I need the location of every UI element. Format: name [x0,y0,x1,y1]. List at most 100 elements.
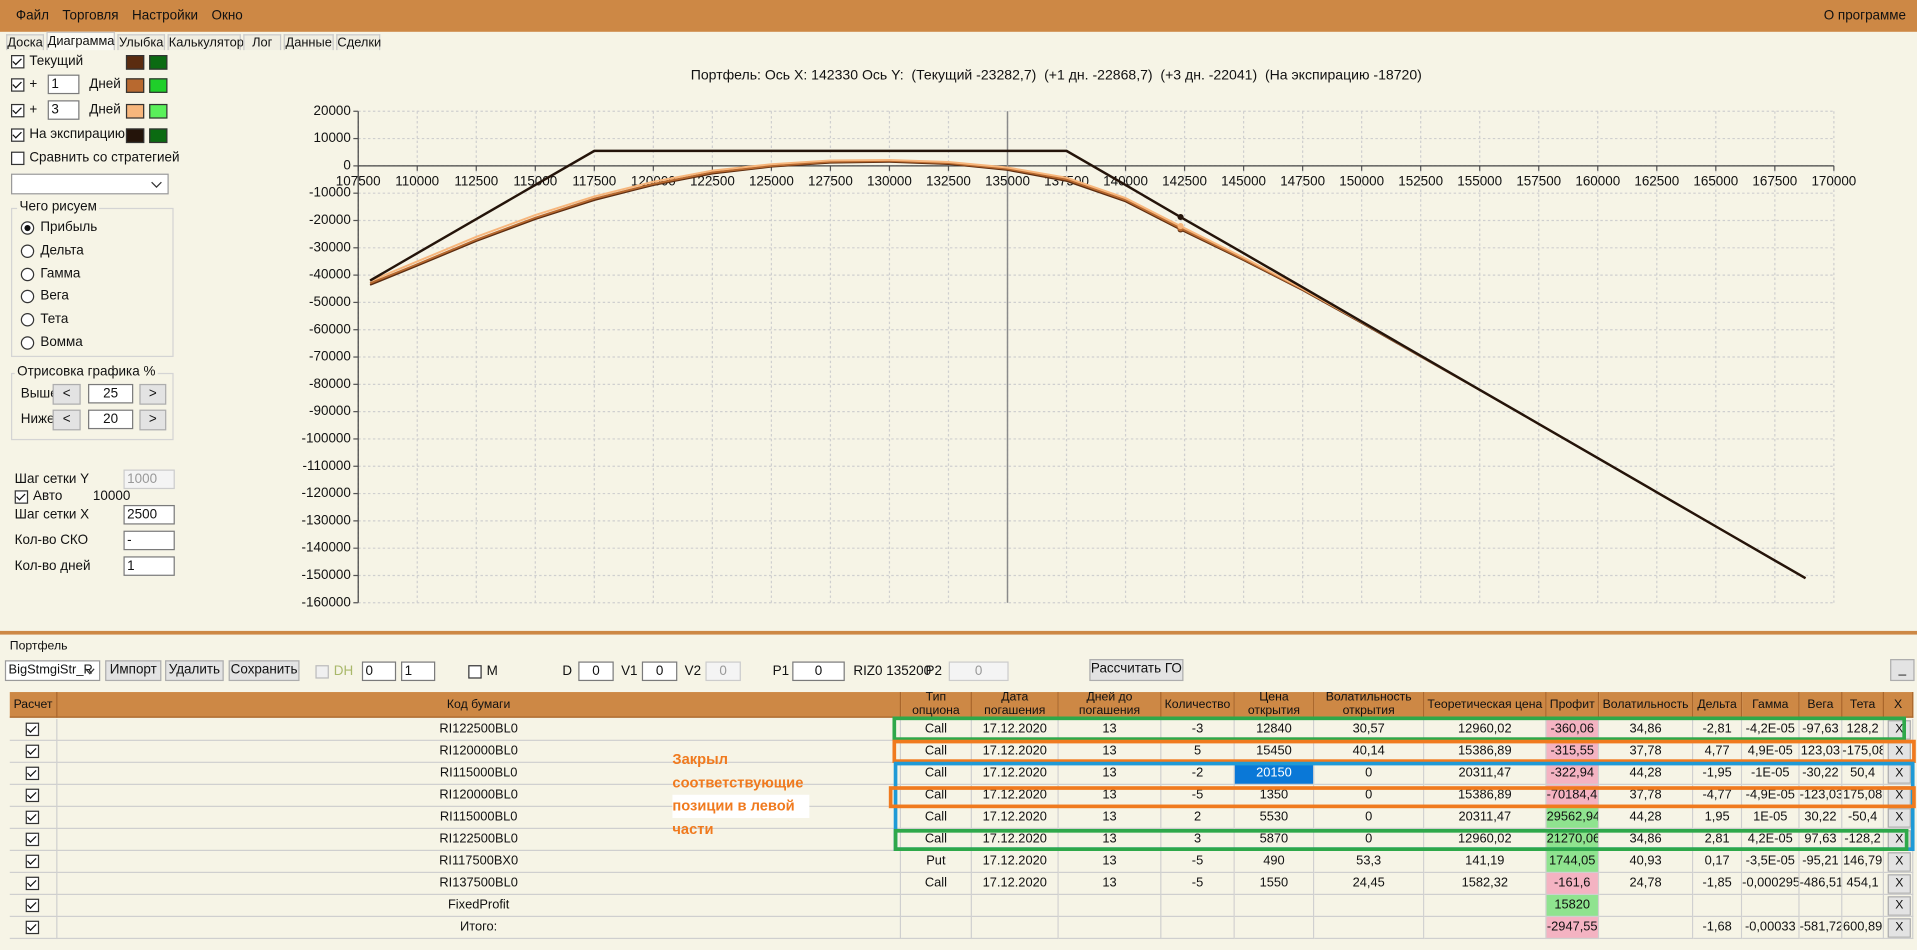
table-cell [1742,895,1800,918]
checkbox[interactable] [25,722,40,737]
days-input[interactable]: 1 [47,74,80,95]
color-swatch[interactable] [125,128,145,144]
checkbox[interactable] [25,920,40,935]
increment-button[interactable]: > [139,409,167,431]
label: Вомма [40,335,83,350]
increment-button[interactable]: > [139,383,167,405]
menu-about[interactable]: О программе [1823,8,1907,24]
y-tick-label: -50000 [309,294,351,309]
sko-input[interactable]: - [123,530,175,551]
table-cell [1693,895,1743,918]
checkbox[interactable] [25,832,40,847]
y-tick-label: -110000 [303,458,351,473]
p2-input[interactable]: 0 [948,661,1009,682]
table-cell: X [1883,850,1914,874]
remove-button[interactable]: X [1887,874,1911,894]
radio[interactable] [20,267,35,282]
tab[interactable]: Сделки [336,34,382,51]
checkbox[interactable] [11,78,25,92]
range-input[interactable]: 25 [88,383,134,404]
save-button[interactable]: Сохранить [228,660,300,682]
color-swatch[interactable] [149,128,168,144]
checkbox[interactable] [468,665,482,679]
table-cell: -1,68 [1693,917,1743,940]
color-swatch[interactable] [149,78,168,93]
annotation-line: Закрыл [672,750,728,768]
checkbox[interactable] [11,128,25,142]
table-cell: 17.12.2020 [971,873,1059,896]
days-count-input[interactable]: 1 [123,556,175,576]
remove-button[interactable]: X [1887,808,1911,828]
spin-input[interactable]: 1 [401,661,436,682]
checkbox[interactable] [25,744,40,759]
tab[interactable]: Доска [6,34,45,51]
table-cell: -5 [1161,873,1235,896]
remove-button[interactable]: X [1887,918,1911,938]
table-cell: -1,95 [1693,762,1743,785]
checkbox[interactable] [11,151,25,166]
p1-input[interactable]: 0 [792,661,845,682]
remove-button[interactable]: X [1887,896,1911,916]
strategy-dropdown[interactable] [11,173,169,195]
color-swatch[interactable] [125,55,145,70]
menu-item[interactable]: Файл [15,8,49,24]
d-input[interactable]: 0 [578,661,614,682]
table-cell: 17.12.2020 [971,784,1059,807]
label: Вега [40,288,69,304]
color-swatch[interactable] [125,103,145,119]
checkbox[interactable] [25,898,40,913]
tab[interactable]: Лог [243,34,282,51]
minimize-button[interactable]: _ [1890,659,1915,682]
checkbox[interactable] [14,490,29,504]
menu-item[interactable]: Торговля [62,8,119,24]
days-input[interactable]: 3 [47,100,80,120]
checkbox[interactable] [25,766,40,781]
series-line [369,160,1806,580]
radio[interactable] [20,221,35,235]
import-button[interactable]: Импорт [105,660,162,682]
remove-button[interactable]: X [1887,852,1911,872]
color-swatch[interactable] [149,103,168,119]
checkbox[interactable] [25,810,40,825]
checkbox[interactable] [11,55,25,69]
series-line [369,159,1806,580]
decrement-button[interactable]: < [52,383,81,405]
y-tick-label: -100000 [302,430,351,445]
tab[interactable]: Данные [283,34,334,51]
x-step-input[interactable]: 2500 [123,504,175,525]
color-swatch[interactable] [149,55,168,70]
strategy-select[interactable]: BigStmgiStr_R [4,660,101,682]
menu-item[interactable]: Окно [211,8,243,24]
table-cell [901,917,972,940]
checkbox[interactable] [25,854,40,869]
tab[interactable]: Улыбка [117,34,166,51]
y-step-input[interactable]: 1000 [123,469,175,490]
color-swatch[interactable] [125,78,145,93]
v1-input[interactable]: 0 [641,661,678,682]
tab[interactable]: Диаграмма [46,31,115,51]
highlight-frame [892,716,1907,741]
decrement-button[interactable]: < [52,409,81,431]
menu-item[interactable]: Настройки [132,8,198,24]
delete-button[interactable]: Удалить [165,660,224,682]
calc-go-button[interactable]: Рассчитать ГО [1089,659,1184,682]
y-tick-label: 20000 [314,103,351,118]
table-cell [9,718,58,741]
checkbox[interactable] [315,665,329,679]
checkbox[interactable] [25,876,40,891]
checkbox[interactable] [25,788,40,803]
spin-input[interactable]: 0 [361,661,397,682]
tab[interactable]: Калькулятор [167,34,244,51]
x-tick-label: 132500 [926,173,971,188]
radio[interactable] [20,336,35,350]
label: Кол-во дней [14,558,91,574]
radio[interactable] [20,289,35,304]
y-tick-label: -70000 [309,349,351,364]
radio[interactable] [20,313,35,327]
radio[interactable] [20,244,35,258]
table-cell: 13 [1058,762,1162,785]
range-input[interactable]: 20 [88,409,134,430]
checkbox[interactable] [11,103,25,118]
v2-input[interactable]: 0 [705,661,741,682]
table-cell: -486,51 [1799,873,1843,896]
